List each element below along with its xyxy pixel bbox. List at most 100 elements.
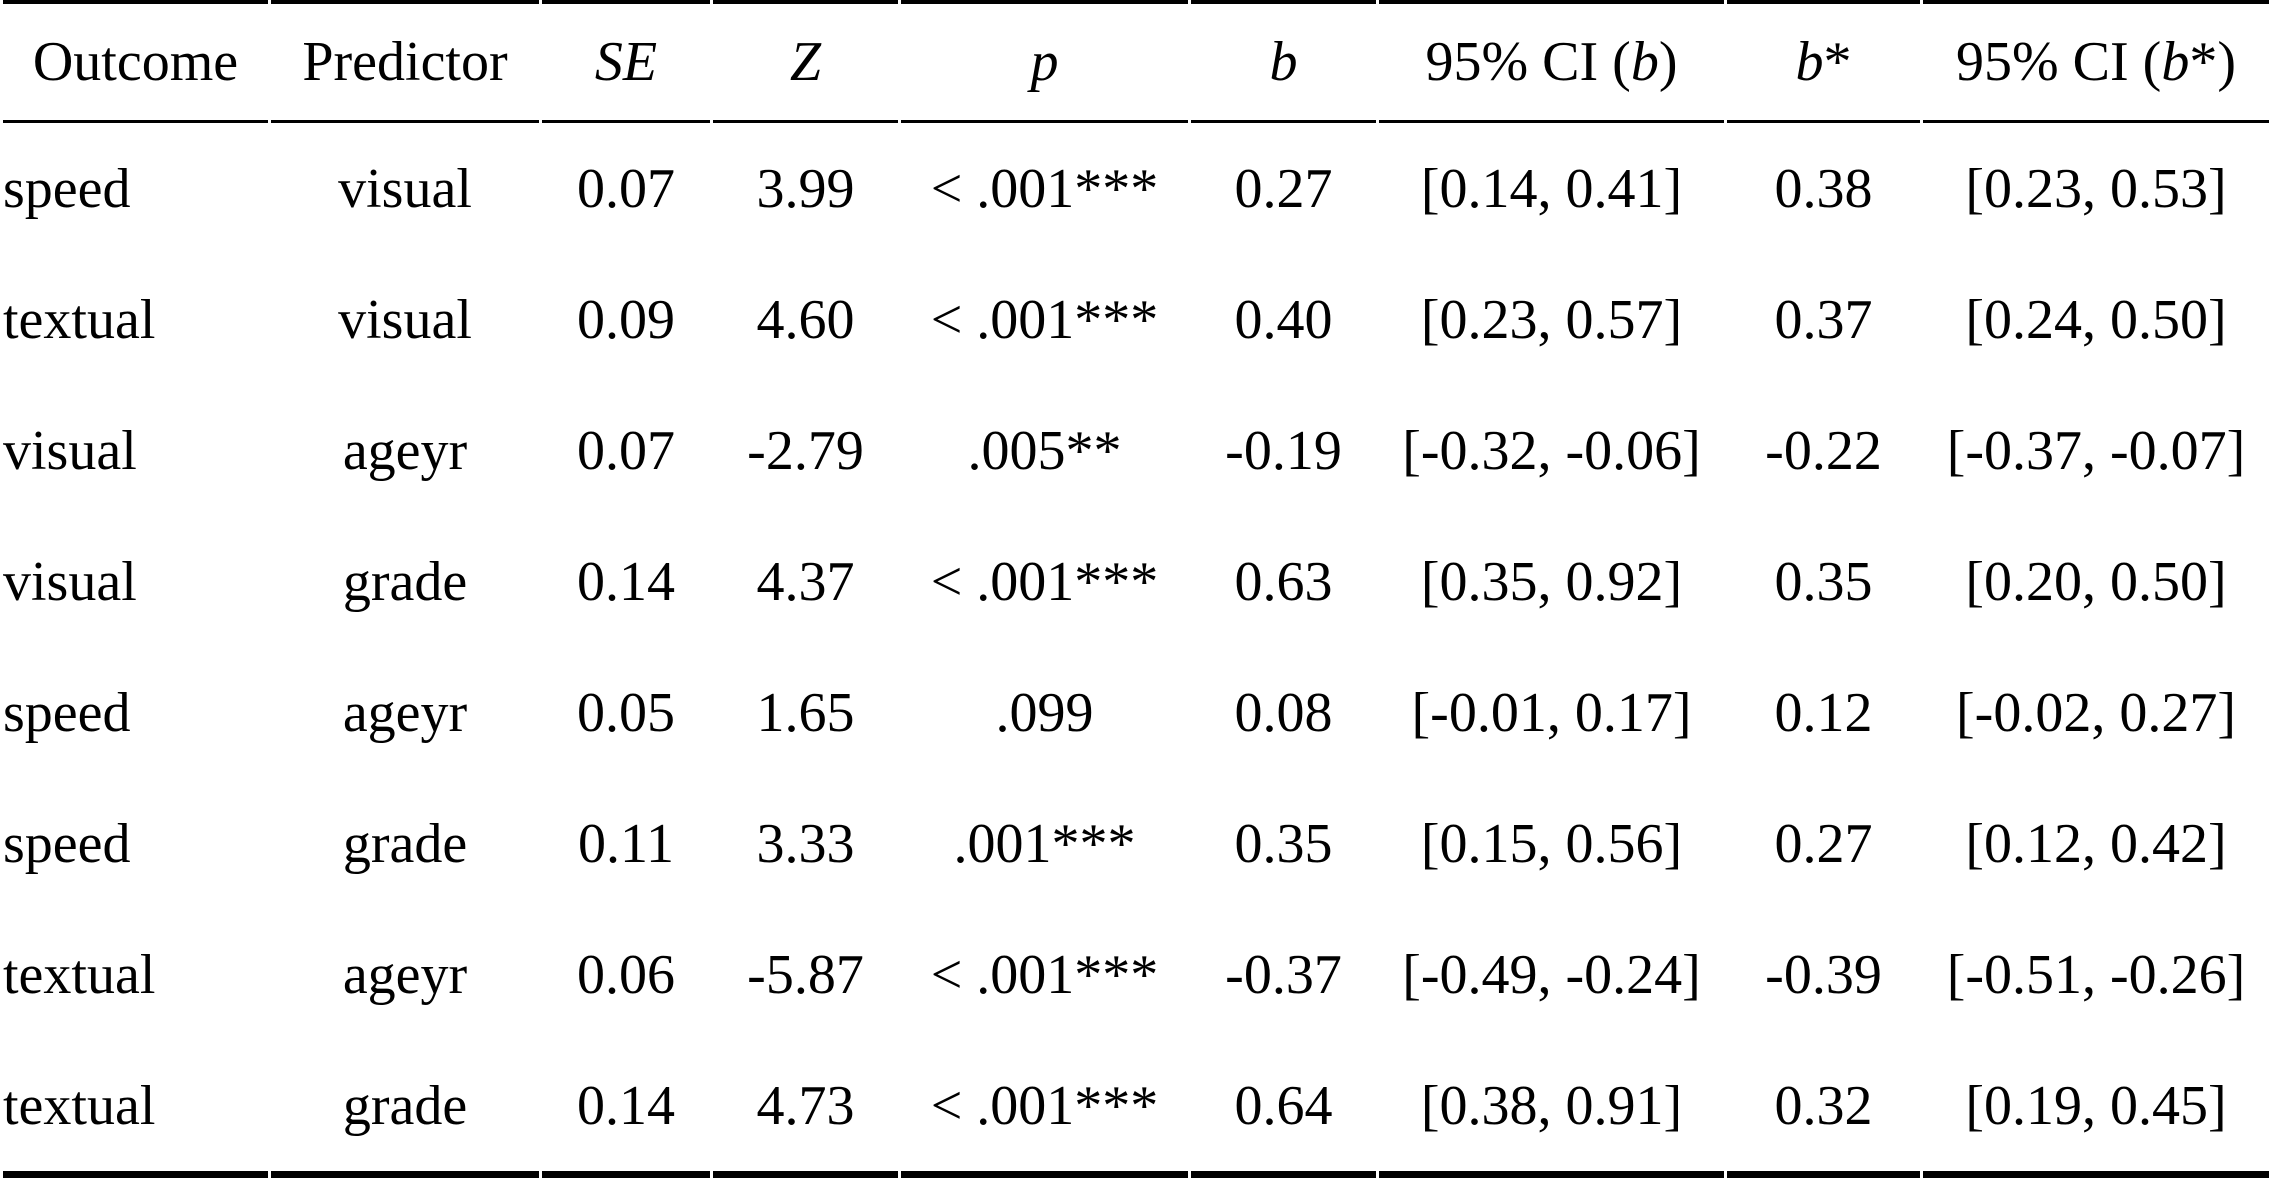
cell-ci-b-star: [0.12, 0.42] xyxy=(1965,812,2227,875)
header-label-italic: b xyxy=(1269,31,1298,93)
header-label-italic: Z xyxy=(789,31,822,93)
cell-outcome: textual xyxy=(3,288,156,351)
cell-ci-b-star: [0.24, 0.50] xyxy=(1965,288,2227,351)
column-header-z: Z xyxy=(713,0,898,123)
table-row: textual ageyr 0.06 -5.87 < .001*** -0.37… xyxy=(3,909,2269,1040)
cell-p: < .001*** xyxy=(930,550,1159,613)
cell-p: .005** xyxy=(967,419,1122,482)
header-label-italic: b xyxy=(2161,31,2190,93)
cell-b-star: 0.38 xyxy=(1774,157,1873,220)
column-header-ci-b: 95% CI (b) xyxy=(1379,0,1724,123)
cell-outcome: textual xyxy=(3,1040,268,1178)
cell-z: 3.99 xyxy=(756,157,855,220)
cell-predictor: visual xyxy=(338,157,472,220)
cell-b-star: 0.27 xyxy=(1774,812,1873,875)
header-label: Outcome xyxy=(32,31,239,93)
cell-ci-b: [-0.01, 0.17] xyxy=(1411,681,1692,744)
cell-b: 0.08 xyxy=(1234,681,1333,744)
cell-b: 0.35 xyxy=(1234,812,1333,875)
cell-predictor: ageyr xyxy=(342,943,468,1006)
cell-predictor: ageyr xyxy=(342,681,468,744)
cell-ci-b-star: [0.20, 0.50] xyxy=(1965,550,2227,613)
header-label-suffix: * xyxy=(1823,31,1852,93)
cell-outcome: speed xyxy=(3,812,131,875)
table-row: textual visual 0.09 4.60 < .001*** 0.40 … xyxy=(3,254,2269,385)
header-label-italic: b xyxy=(1630,31,1659,93)
column-header-ci-b-star: 95% CI (b*) xyxy=(1923,0,2269,123)
table-row: speed ageyr 0.05 1.65 .099 0.08 [-0.01, … xyxy=(3,647,2269,778)
cell-z: -2.79 xyxy=(747,419,864,482)
cell-se: 0.14 xyxy=(542,1040,710,1178)
table-row: visual grade 0.14 4.37 < .001*** 0.63 [0… xyxy=(3,516,2269,647)
cell-b: 0.64 xyxy=(1191,1040,1376,1178)
cell-ci-b: [0.38, 0.91] xyxy=(1379,1040,1724,1178)
cell-predictor: grade xyxy=(342,550,468,613)
cell-z: 4.60 xyxy=(756,288,855,351)
cell-se: 0.14 xyxy=(577,550,675,613)
cell-ci-b-star: [0.23, 0.53] xyxy=(1965,157,2227,220)
column-header-outcome: Outcome xyxy=(3,0,268,123)
cell-b: -0.19 xyxy=(1225,419,1342,482)
cell-se: 0.09 xyxy=(577,288,675,351)
cell-b-star: 0.35 xyxy=(1774,550,1873,613)
cell-outcome: textual xyxy=(3,943,156,1006)
cell-ci-b: [0.15, 0.56] xyxy=(1420,812,1683,875)
cell-se: 0.07 xyxy=(577,419,675,482)
column-header-p: p xyxy=(901,0,1188,123)
cell-outcome: visual xyxy=(3,550,137,613)
cell-ci-b: [-0.32, -0.06] xyxy=(1402,419,1701,482)
cell-z: 4.37 xyxy=(756,550,855,613)
cell-b-star: -0.39 xyxy=(1765,943,1882,1006)
cell-p: .001*** xyxy=(953,812,1136,875)
cell-outcome: speed xyxy=(3,681,131,744)
header-label: Predictor xyxy=(302,31,508,93)
cell-ci-b-star: [0.19, 0.45] xyxy=(1923,1040,2269,1178)
cell-se: 0.07 xyxy=(577,157,675,220)
cell-z: 4.73 xyxy=(713,1040,898,1178)
cell-se: 0.05 xyxy=(577,681,675,744)
cell-se: 0.06 xyxy=(577,943,675,1006)
cell-ci-b-star: [-0.51, -0.26] xyxy=(1946,943,2246,1006)
header-label-italic: p xyxy=(1030,31,1059,93)
cell-p: < .001*** xyxy=(901,1040,1188,1178)
cell-b-star: 0.32 xyxy=(1727,1040,1920,1178)
cell-ci-b-star: [-0.37, -0.07] xyxy=(1946,419,2246,482)
column-header-b: b xyxy=(1191,0,1376,123)
table-body: speed visual 0.07 3.99 < .001*** 0.27 [0… xyxy=(3,123,2269,1178)
header-label-suffix: ) xyxy=(1658,31,1678,93)
cell-z: -5.87 xyxy=(747,943,864,1006)
cell-outcome: visual xyxy=(3,419,137,482)
cell-predictor: visual xyxy=(338,288,472,351)
column-header-se: SE xyxy=(542,0,710,123)
header-label-italic: SE xyxy=(594,31,658,93)
header-label-suffix: *) xyxy=(2189,31,2236,93)
column-header-b-star: b* xyxy=(1727,0,1920,123)
header-row: Outcome Predictor SE Z p b 95% CI (b) b*… xyxy=(3,0,2269,123)
cell-predictor: grade xyxy=(342,812,468,875)
header-label: 95% CI ( xyxy=(1425,31,1631,93)
table-row: textual grade 0.14 4.73 < .001*** 0.64 [… xyxy=(3,1040,2269,1178)
header-label: 95% CI ( xyxy=(1956,31,2162,93)
cell-predictor: grade xyxy=(271,1040,539,1178)
cell-b-star: 0.12 xyxy=(1774,681,1873,744)
table-row: speed visual 0.07 3.99 < .001*** 0.27 [0… xyxy=(3,123,2269,254)
cell-b: 0.40 xyxy=(1234,288,1333,351)
cell-p: .099 xyxy=(995,681,1094,744)
cell-b: 0.27 xyxy=(1234,157,1333,220)
cell-b: -0.37 xyxy=(1225,943,1342,1006)
cell-predictor: ageyr xyxy=(342,419,468,482)
cell-b: 0.63 xyxy=(1234,550,1333,613)
cell-se: 0.11 xyxy=(578,812,674,875)
cell-b-star: -0.22 xyxy=(1765,419,1882,482)
cell-p: < .001*** xyxy=(930,157,1159,220)
cell-outcome: speed xyxy=(3,157,131,220)
cell-b-star: 0.37 xyxy=(1774,288,1873,351)
table-row: visual ageyr 0.07 -2.79 .005** -0.19 [-0… xyxy=(3,385,2269,516)
cell-p: < .001*** xyxy=(930,943,1159,1006)
cell-ci-b: [0.23, 0.57] xyxy=(1420,288,1683,351)
cell-ci-b-star: [-0.02, 0.27] xyxy=(1956,681,2236,744)
cell-ci-b: [0.35, 0.92] xyxy=(1420,550,1683,613)
header-label-italic: b xyxy=(1795,31,1824,93)
